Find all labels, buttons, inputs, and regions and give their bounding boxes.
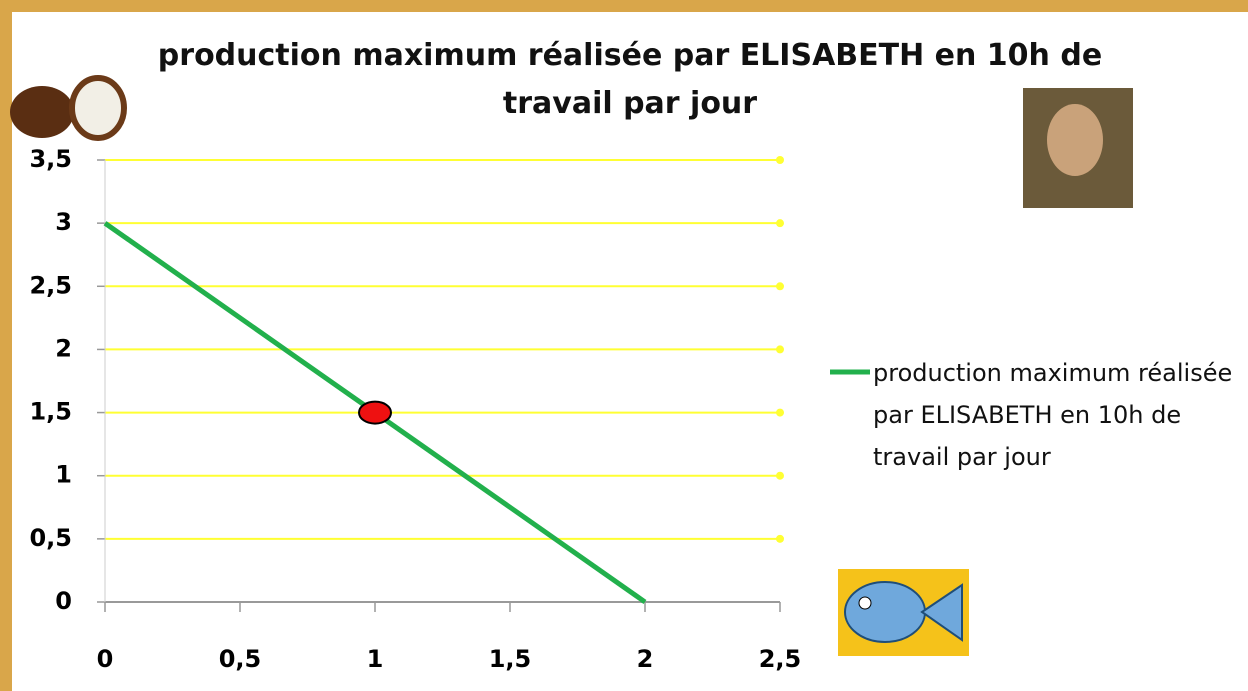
grid-dot [776, 534, 784, 543]
y-tick-label: 2,5 [29, 271, 72, 299]
grid-dot [776, 156, 784, 164]
grid-dot [776, 408, 784, 417]
grid-dot [776, 282, 784, 291]
grid-dot [776, 345, 784, 354]
legend-label: production maximum réalisée par ELISABET… [873, 359, 1233, 471]
grid-dot [776, 471, 784, 480]
x-tick-label: 2,5 [759, 645, 802, 673]
y-tick-label: 0,5 [29, 524, 72, 552]
y-tick-label: 1 [55, 461, 72, 489]
y-tick-label: 0 [55, 587, 72, 615]
y-tick-label: 3,5 [29, 145, 72, 173]
x-tick-label: 2 [637, 645, 654, 673]
x-tick-label: 0 [97, 645, 114, 673]
grid-dot [776, 219, 784, 228]
x-tick-label: 0,5 [219, 645, 262, 673]
fish-icon [838, 569, 969, 656]
y-tick-label: 3 [55, 208, 72, 236]
y-tick-label: 2 [55, 334, 72, 362]
x-tick-label: 1 [367, 645, 384, 673]
chart-title: production maximum réalisée par ELISABET… [157, 38, 1103, 121]
coconut-icon [10, 75, 127, 141]
x-tick-label: 1,5 [489, 645, 532, 673]
y-tick-label: 1,5 [29, 398, 72, 426]
portrait-icon [1023, 88, 1133, 208]
highlight-point [358, 400, 392, 425]
